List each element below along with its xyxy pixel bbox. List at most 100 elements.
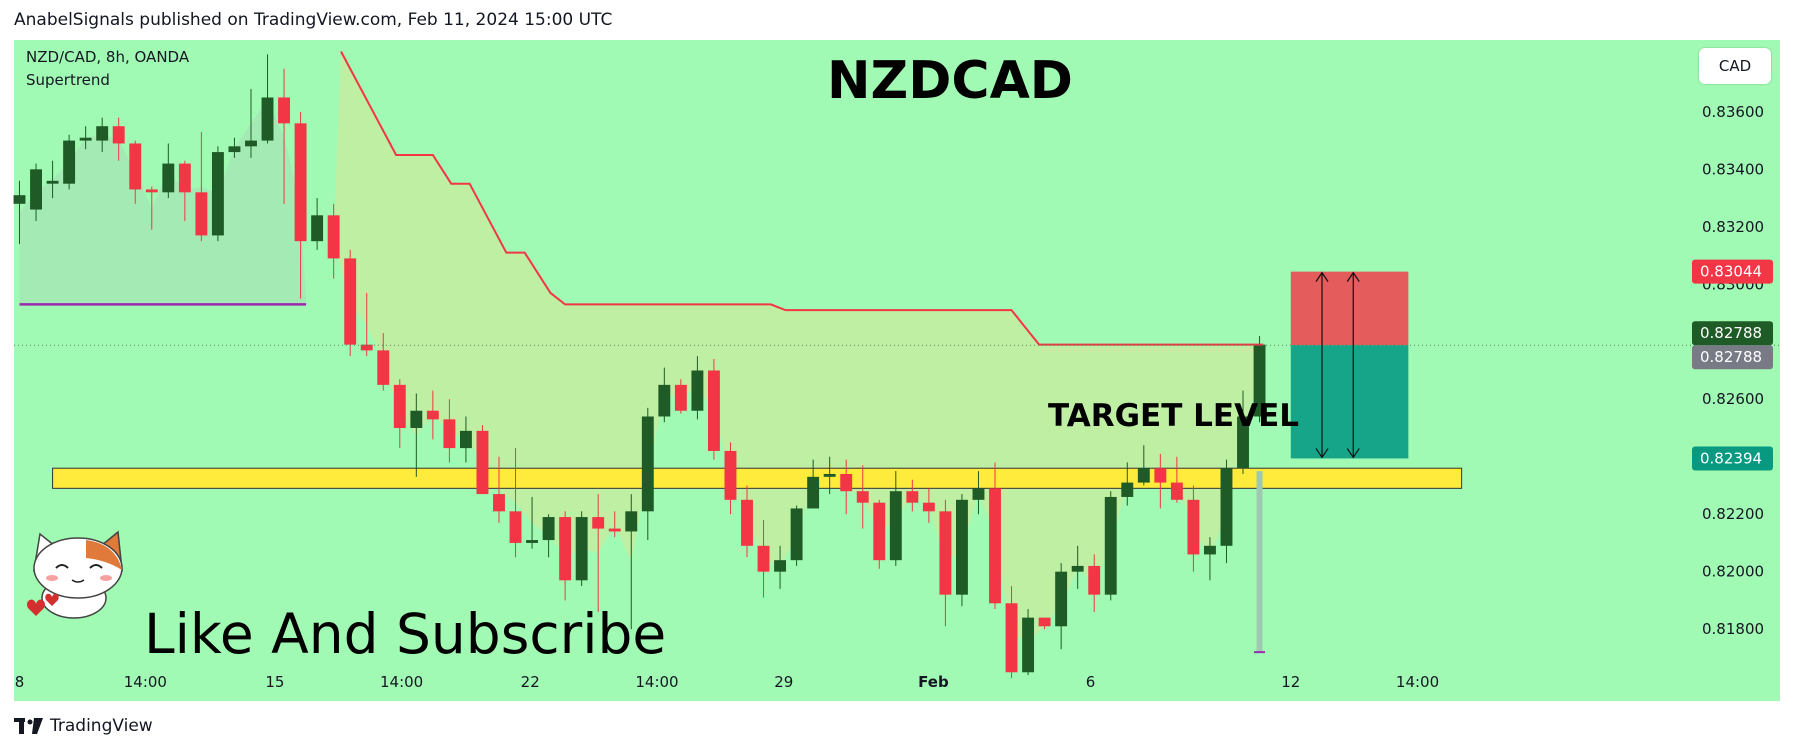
rr-arrow-head xyxy=(1315,448,1329,459)
candle-body xyxy=(1203,545,1216,555)
y-tick-label: 0.83400 xyxy=(1702,160,1764,178)
currency-button[interactable]: CAD xyxy=(1699,48,1771,84)
stop-loss-zone xyxy=(1290,271,1409,346)
candle-body xyxy=(955,499,968,595)
price-label: 0.82788 xyxy=(1700,324,1762,342)
footer-brand[interactable]: TradingView xyxy=(50,716,153,736)
rr-arrow-head xyxy=(1346,448,1360,459)
candle-body xyxy=(1005,603,1018,673)
target-level-label: TARGET LEVEL xyxy=(1048,398,1299,434)
candle-body xyxy=(162,163,175,193)
candle-body xyxy=(889,491,902,561)
symbol-info: NZD/CAD, 8h, OANDA xyxy=(26,48,190,66)
x-tick-label: 14:00 xyxy=(124,673,167,691)
x-tick-label: 14:00 xyxy=(1396,673,1439,691)
candle-body xyxy=(707,370,720,451)
candle-body xyxy=(112,126,125,144)
y-tick-label: 0.83200 xyxy=(1702,218,1764,236)
candle-body xyxy=(278,97,291,124)
price-label: 0.82394 xyxy=(1700,449,1762,467)
candle-body xyxy=(1038,617,1051,627)
candle-body xyxy=(807,476,820,509)
x-tick-label: 15 xyxy=(265,673,284,691)
candle-body xyxy=(311,215,324,242)
candle-body xyxy=(426,410,439,420)
candle-body xyxy=(691,370,704,411)
candle-body xyxy=(840,473,853,492)
candle-body xyxy=(63,140,76,184)
price-label: 0.82788 xyxy=(1700,348,1762,366)
supertrend-line xyxy=(340,51,1264,346)
candle-body xyxy=(939,511,952,595)
rr-arrow-head xyxy=(1315,271,1329,282)
rr-arrow-head xyxy=(1346,271,1360,282)
candle-body xyxy=(674,384,687,411)
candle-body xyxy=(327,215,340,259)
candle-body xyxy=(774,560,787,572)
cat-mascot-icon xyxy=(27,530,123,619)
candle-body xyxy=(377,350,390,385)
candle-body xyxy=(46,180,59,184)
candle-body xyxy=(790,508,803,561)
candle-body xyxy=(493,494,505,512)
footer: TradingView xyxy=(14,716,153,736)
candle-body xyxy=(1237,416,1249,469)
target-level-zone xyxy=(52,467,1463,489)
candle-body xyxy=(575,517,588,581)
candle-body xyxy=(261,97,274,141)
candle-body xyxy=(1170,482,1183,500)
take-profit-zone xyxy=(1290,345,1409,459)
candle-body xyxy=(211,152,224,236)
candle-body xyxy=(1220,468,1233,546)
x-tick-label: 12 xyxy=(1281,673,1300,691)
price-label-bg xyxy=(1692,259,1773,284)
y-tick-label: 0.81800 xyxy=(1702,620,1764,638)
candle-body xyxy=(145,189,158,193)
candle-body xyxy=(129,143,142,190)
candle-body xyxy=(360,344,373,351)
candle-body xyxy=(79,137,92,141)
y-tick-label: 0.83600 xyxy=(1702,103,1764,121)
candle-body xyxy=(443,419,456,449)
candle-body xyxy=(1071,565,1084,572)
candle-body xyxy=(245,140,257,147)
price-label-bg xyxy=(1692,446,1773,471)
candle-body xyxy=(741,499,753,546)
candle-body xyxy=(178,163,191,193)
price-label-bg xyxy=(1692,345,1773,370)
candle-body xyxy=(1121,482,1134,497)
candle-body xyxy=(972,488,985,500)
candle-body xyxy=(641,416,654,512)
x-tick-label: 8 xyxy=(15,673,25,691)
x-tick-label: 22 xyxy=(521,673,540,691)
price-label: 0.83044 xyxy=(1700,263,1762,281)
candle-body xyxy=(1253,344,1266,417)
indicator-name: Supertrend xyxy=(26,71,110,89)
candle-body xyxy=(724,450,737,500)
candle-body xyxy=(195,192,208,236)
candle-body xyxy=(1088,565,1101,595)
candle-body xyxy=(344,258,357,345)
x-tick-label: 14:00 xyxy=(380,673,423,691)
price-label-bg xyxy=(1692,321,1773,346)
candle-body xyxy=(1055,571,1068,627)
y-tick-label: 0.82000 xyxy=(1702,563,1764,581)
price-chart[interactable]: 0.836000.834000.832000.830000.826000.822… xyxy=(0,40,1793,705)
x-tick-label: 14:00 xyxy=(635,673,678,691)
candle-body xyxy=(13,195,26,204)
tradingview-logo-icon[interactable] xyxy=(14,718,44,734)
x-tick-label: 29 xyxy=(774,673,793,691)
chart-title: NZDCAD xyxy=(827,51,1073,111)
candle-body xyxy=(922,502,935,512)
candle-body xyxy=(1187,499,1200,555)
candle-body xyxy=(30,169,42,210)
candle-body xyxy=(542,517,555,541)
candle-body xyxy=(1022,617,1035,673)
candle-body xyxy=(1137,468,1150,483)
candle-body xyxy=(228,146,241,153)
subscribe-text: Like And Subscribe xyxy=(144,602,666,666)
candle-body xyxy=(1104,496,1117,595)
candle-body xyxy=(757,545,770,572)
y-tick-label: 0.82200 xyxy=(1702,505,1764,523)
candle-body xyxy=(526,540,539,543)
